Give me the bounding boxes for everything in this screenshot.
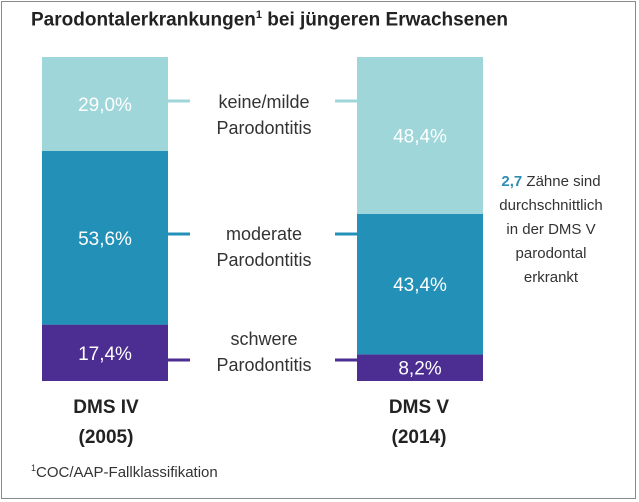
- bar-segment-dms-iv-keine-milde: [42, 57, 168, 151]
- bar-segment-dms-iv-moderate: [42, 151, 168, 325]
- bar-label-dms-iv: DMS IV (2005): [73, 397, 139, 448]
- data-label-dms-iv-keine-milde: 29,0%: [78, 95, 132, 116]
- data-label-dms-v-schwere: 8,2%: [398, 359, 441, 380]
- category-label-moderate: moderate Parodontitis: [216, 224, 312, 270]
- category-label-schwere: schwere Parodontitis: [216, 329, 312, 375]
- bar-segment-dms-v-moderate: [357, 213, 483, 355]
- data-label-dms-v-keine-milde: 48,4%: [393, 126, 447, 147]
- bar-segment-dms-v-keine-milde: [357, 57, 483, 214]
- data-label-dms-v-moderate: 43,4%: [393, 275, 447, 296]
- category-label-keine-milde: keine/milde Parodontitis: [216, 92, 312, 138]
- bar-segment-dms-iv-schwere: [42, 324, 168, 381]
- note-highlight-value: 2,7: [501, 173, 523, 190]
- bar-segment-dms-v-schwere: [357, 354, 483, 381]
- chart-title: Parodontalerkrankungen1 bei jüngeren Erw…: [31, 9, 509, 31]
- data-label-dms-iv-schwere: 17,4%: [78, 344, 132, 365]
- bar-label-dms-v: DMS V (2014): [388, 397, 450, 448]
- annotation-note: 2,7 Zähne sind durchschnittlich in der D…: [499, 173, 603, 286]
- footnote: 1COC/AAP-Fallklassifikation: [31, 463, 218, 481]
- data-label-dms-iv-moderate: 53,6%: [78, 229, 132, 250]
